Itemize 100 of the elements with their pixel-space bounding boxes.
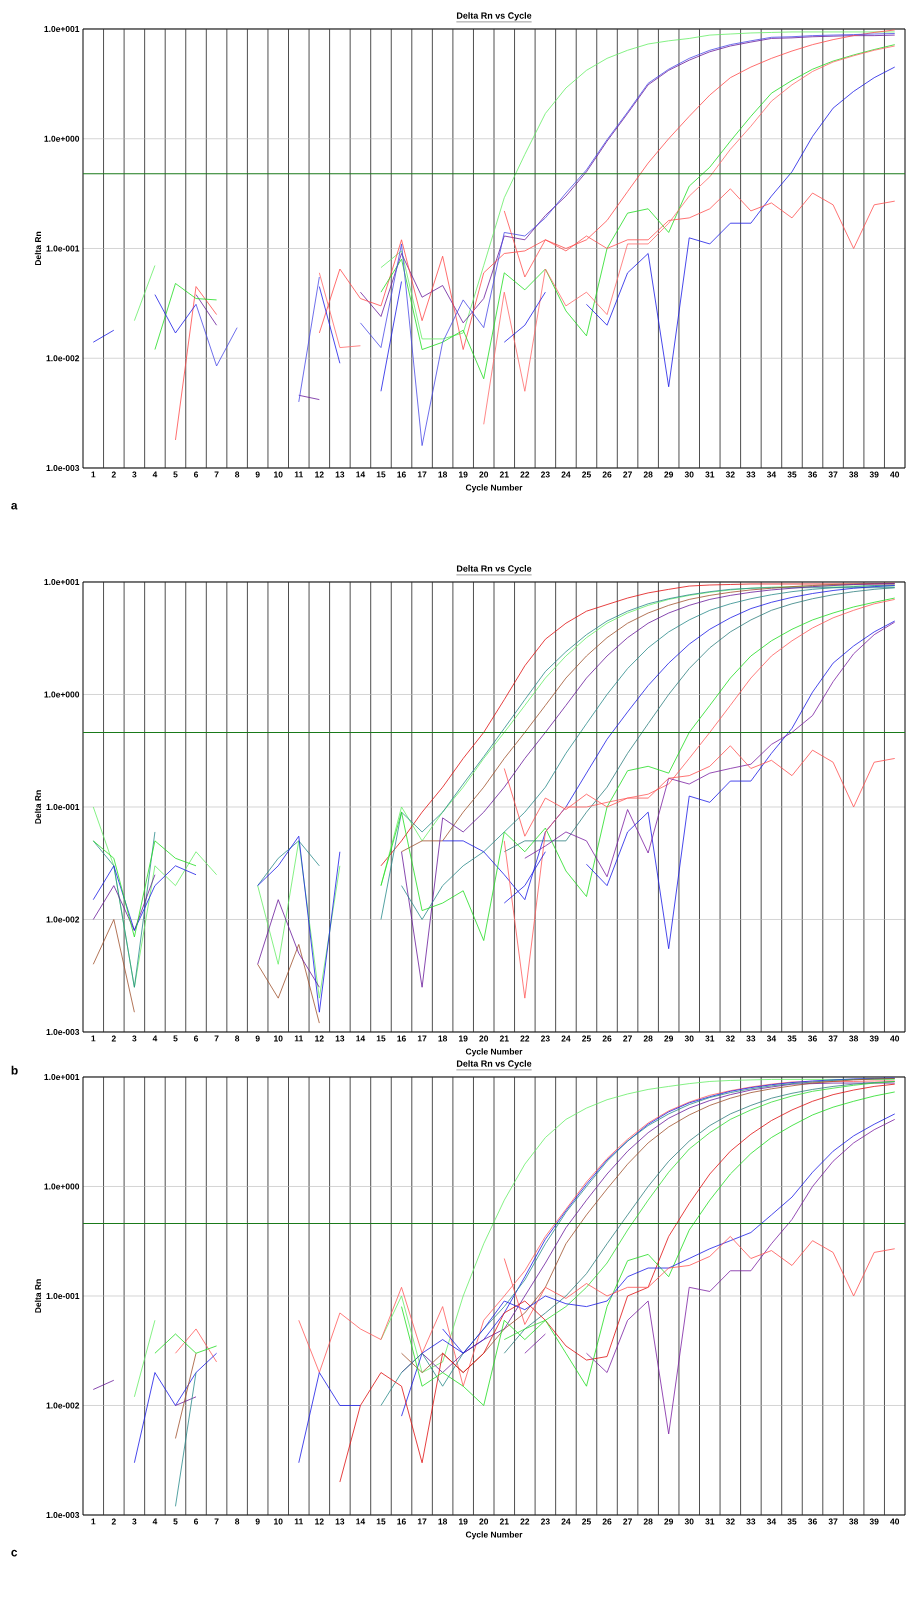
y-tick-label: 1.0e+000 [44, 691, 80, 698]
x-tick-label: 18 [438, 1518, 448, 1525]
y-tick-label: 1.0e-002 [46, 916, 80, 923]
x-tick-label: 5 [173, 1518, 178, 1525]
x-tick-label: 29 [664, 1035, 674, 1042]
x-tick-label: 27 [623, 1518, 632, 1525]
y-tick-label: 1.0e-001 [46, 245, 80, 252]
x-tick-label: 35 [787, 471, 797, 478]
y-tick-label: 1.0e-003 [46, 464, 80, 471]
x-tick-label: 39 [869, 471, 879, 478]
y-tick-label: 1.0e+001 [44, 1074, 80, 1080]
x-tick-label: 13 [335, 1518, 345, 1525]
x-tick-label: 8 [235, 471, 240, 478]
x-tick-label: 24 [561, 471, 571, 478]
x-tick-label: 36 [808, 471, 817, 478]
x-tick-label: 9 [255, 1518, 260, 1525]
x-tick-label: 29 [664, 471, 674, 478]
x-tick-label: 20 [479, 1035, 489, 1042]
text: b [11, 1065, 18, 1075]
x-tick-label: 16 [397, 471, 406, 478]
x-tick-label: 2 [111, 471, 116, 478]
x-tick-label: 26 [602, 1035, 612, 1042]
x-tick-label: 35 [787, 1035, 797, 1042]
x-tick-label: 33 [746, 1035, 756, 1042]
x-tick-label: 7 [214, 1518, 219, 1525]
x-tick-label: 25 [582, 1518, 591, 1525]
x-tick-label: 26 [602, 471, 612, 478]
y-tick-label: 1.0e-002 [46, 1402, 80, 1409]
x-tick-label: 23 [540, 1035, 550, 1042]
x-tick-label: 24 [561, 1518, 571, 1525]
x-tick-label: 17 [417, 471, 427, 478]
x-tick-label: 20 [479, 471, 489, 478]
y-axis-title: Delta Rn [34, 231, 42, 266]
y-axis-title: Delta Rn [34, 790, 42, 824]
text: c [11, 1549, 18, 1557]
x-tick-label: 19 [459, 471, 468, 478]
x-tick-label: 14 [356, 471, 366, 478]
x-tick-label: 13 [335, 471, 345, 478]
x-tick-label: 38 [849, 1518, 859, 1525]
x-tick-label: 12 [315, 471, 324, 478]
x-tick-label: 9 [255, 471, 260, 478]
y-tick-label: 1.0e+001 [44, 26, 80, 32]
x-tick-label: 14 [356, 1518, 366, 1525]
x-tick-label: 22 [520, 1035, 530, 1042]
x-tick-label: 26 [602, 1518, 612, 1525]
x-tick-label: 12 [315, 1035, 324, 1042]
x-tick-label: 40 [890, 1518, 900, 1525]
x-tick-label: 32 [725, 1518, 735, 1525]
x-tick-label: 28 [643, 1518, 653, 1525]
x-tick-label: 39 [869, 1518, 879, 1525]
x-tick-label: 34 [766, 1035, 777, 1042]
x-tick-label: 25 [582, 471, 591, 478]
y-tick-label: 1.0e+001 [44, 578, 80, 585]
x-tick-label: 21 [499, 1518, 509, 1525]
x-tick-label: 31 [705, 1518, 715, 1525]
x-tick-label: 9 [255, 1035, 260, 1042]
x-tick-label: 30 [684, 1518, 694, 1525]
x-tick-label: 28 [643, 1035, 653, 1042]
x-tick-label: 21 [499, 471, 509, 478]
x-tick-label: 28 [643, 471, 653, 478]
x-tick-label: 2 [111, 1518, 116, 1525]
x-tick-label: 15 [376, 1035, 386, 1042]
x-tick-label: 20 [479, 1518, 489, 1525]
y-axis-title: Delta Rn [34, 1279, 42, 1313]
x-tick-label: 37 [828, 1035, 838, 1042]
x-axis-title: Cycle Number [465, 1048, 523, 1057]
x-tick-label: 10 [274, 1518, 283, 1525]
x-tick-label: 22 [520, 471, 530, 478]
x-tick-label: 34 [766, 1518, 777, 1525]
x-tick-label: 10 [274, 471, 283, 478]
x-tick-label: 11 [294, 1035, 304, 1042]
x-tick-label: 11 [294, 471, 304, 478]
y-tick-label: 1.0e-001 [46, 804, 80, 810]
x-tick-label: 1 [91, 1035, 96, 1042]
x-tick-label: 13 [335, 1035, 345, 1042]
text: a [11, 502, 18, 510]
x-tick-label: 2 [111, 1035, 116, 1042]
x-tick-label: 18 [438, 1035, 448, 1042]
x-tick-label: 35 [787, 1518, 797, 1525]
x-tick-label: 30 [684, 1035, 694, 1042]
x-tick-label: 15 [376, 1518, 386, 1525]
x-tick-label: 38 [849, 1035, 859, 1042]
x-tick-label: 14 [356, 1035, 366, 1042]
x-tick-label: 6 [193, 1518, 199, 1525]
y-tick-label: 1.0e-003 [46, 1029, 80, 1035]
x-tick-label: 23 [540, 471, 550, 478]
x-tick-label: 37 [828, 471, 838, 478]
x-tick-label: 7 [214, 471, 219, 478]
x-tick-label: 16 [397, 1035, 406, 1042]
chart-title: Delta Rn vs Cycle [456, 565, 532, 574]
x-tick-label: 18 [438, 471, 448, 478]
y-tick-label: 1.0e-002 [46, 355, 80, 362]
y-tick-label: 1.0e-001 [46, 1293, 80, 1299]
x-axis-title: Cycle Number [465, 1531, 523, 1540]
x-tick-label: 6 [193, 1035, 199, 1042]
x-tick-label: 36 [808, 1035, 817, 1042]
y-tick-label: 1.0e-003 [46, 1512, 80, 1519]
x-tick-label: 3 [132, 1518, 137, 1525]
x-tick-label: 5 [173, 471, 178, 478]
x-tick-label: 40 [890, 471, 900, 478]
